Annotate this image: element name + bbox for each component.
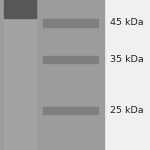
Bar — [43, 19, 98, 27]
Bar — [4, 0, 36, 150]
Text: 25 kDa: 25 kDa — [110, 106, 143, 115]
Bar — [43, 56, 98, 63]
Text: 35 kDa: 35 kDa — [110, 55, 143, 64]
Bar — [43, 107, 98, 114]
Text: 45 kDa: 45 kDa — [110, 18, 143, 27]
Bar — [4, 0, 36, 18]
Bar — [0, 0, 104, 150]
